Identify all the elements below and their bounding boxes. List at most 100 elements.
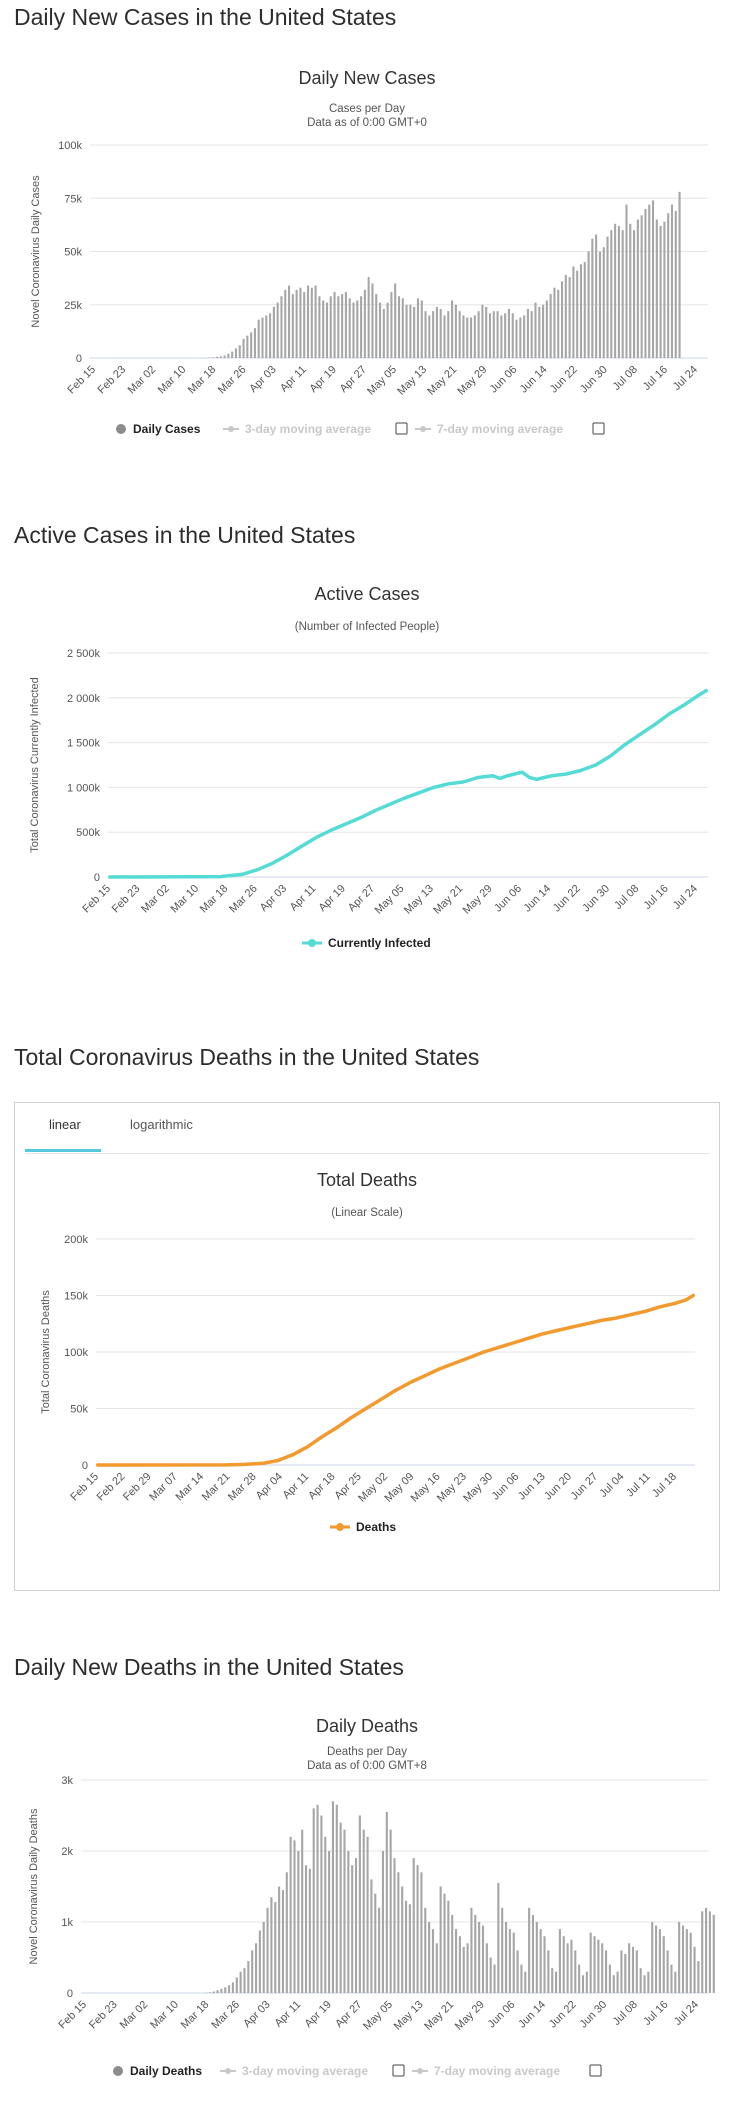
legend-marker — [116, 424, 126, 434]
x-tick-label: Jun 06 — [492, 883, 524, 915]
bar — [250, 332, 253, 358]
bar — [374, 1893, 377, 1993]
bar — [367, 277, 370, 358]
bar — [489, 1957, 492, 1993]
x-tick-label: Apr 19 — [303, 1999, 334, 2030]
bar — [354, 1858, 358, 1993]
data-point — [467, 1356, 471, 1360]
bar — [643, 1975, 646, 1993]
bar — [511, 313, 514, 358]
bar — [605, 1950, 608, 1993]
bar — [496, 311, 499, 358]
bar — [557, 289, 560, 358]
x-tick-label: May 29 — [455, 364, 489, 398]
scale-tabs: linear logarithmic — [25, 1103, 709, 1154]
bar — [223, 355, 226, 358]
y-tick-label: 75k — [64, 193, 82, 205]
x-tick-label: Apr 19 — [308, 364, 339, 395]
bar — [534, 302, 537, 358]
data-point — [299, 844, 303, 849]
legend-item: 3-day moving average — [245, 422, 371, 436]
legend-marker — [336, 1523, 344, 1531]
total-deaths-panel: linear logarithmic Total Deaths (Linear S… — [14, 1102, 720, 1591]
data-point — [638, 732, 642, 737]
bar — [356, 300, 359, 358]
bar — [477, 311, 480, 358]
bar — [524, 1971, 527, 1993]
bar — [435, 1943, 438, 1993]
x-tick-label: Jun 22 — [547, 1999, 579, 2031]
bar — [331, 1801, 335, 1993]
x-tick-label: Apr 11 — [288, 883, 319, 914]
bar — [531, 1914, 535, 1993]
bar — [633, 230, 636, 358]
bar — [293, 1840, 296, 1993]
bar — [466, 1943, 469, 1993]
x-tick-label: May 05 — [365, 364, 399, 398]
x-tick-label: May 21 — [422, 1999, 456, 2033]
x-tick-label: Apr 27 — [338, 364, 369, 395]
bar — [581, 1975, 585, 1993]
tab-logarithmic[interactable]: logarithmic — [130, 1117, 193, 1132]
bar — [481, 304, 484, 358]
x-tick-label: Feb 15 — [56, 1999, 89, 2032]
data-point — [373, 809, 377, 813]
chart-subtitle-2: Data as of 0:00 GMT+0 — [307, 117, 427, 129]
bar — [515, 319, 518, 358]
bar — [616, 1971, 619, 1993]
data-point — [402, 796, 406, 800]
x-tick-label: Apr 11 — [280, 1471, 311, 1502]
bar — [447, 1900, 450, 1993]
x-tick-label: Apr 03 — [241, 1999, 272, 2030]
legend-checkbox — [392, 2064, 405, 2077]
data-point — [243, 1462, 247, 1467]
x-tick-label: May 05 — [361, 1999, 395, 2033]
bar — [281, 1890, 285, 1993]
tab-linear[interactable]: linear — [49, 1117, 81, 1132]
daily-deaths-svg: Daily Deaths Deaths per Day Data as of 0:0… — [28, 1716, 715, 2078]
bar — [266, 1907, 269, 1993]
bar — [366, 1836, 369, 1993]
bar — [408, 1904, 411, 1993]
bar — [523, 315, 526, 358]
bar — [640, 215, 643, 358]
bar — [284, 289, 287, 358]
bar — [659, 225, 662, 358]
bar — [363, 289, 366, 358]
bar — [424, 311, 427, 358]
legend-checkbox — [395, 422, 408, 435]
daily-new-cases-chart: Daily New Cases Cases per Day Data as of 0… — [14, 48, 720, 448]
x-tick-label: Jul 08 — [612, 883, 641, 912]
bar — [288, 285, 291, 358]
bar — [351, 1865, 354, 1993]
bar — [347, 1851, 350, 1993]
bar — [239, 1971, 242, 1993]
data-point — [570, 1325, 574, 1329]
x-tick-label: Feb 15 — [65, 364, 98, 397]
x-tick-label: Mar 10 — [148, 1999, 181, 2032]
bar — [443, 1893, 446, 1993]
bar — [272, 306, 275, 358]
x-tick-label: May 21 — [431, 883, 465, 917]
legend-marker — [225, 2068, 231, 2074]
bar — [601, 1943, 604, 1993]
chart-subtitle: (Linear Scale) — [331, 1207, 403, 1219]
x-tick-label: Feb 22 — [95, 1471, 128, 1504]
bar — [344, 291, 347, 358]
bar — [443, 315, 446, 358]
y-tick-label: 0 — [94, 872, 100, 884]
bar — [620, 1950, 623, 1993]
bar — [551, 1968, 554, 1993]
y-tick-label: 2 500k — [67, 648, 101, 660]
bar — [538, 306, 541, 358]
data-point — [335, 1426, 339, 1430]
x-tick-label: Jul 24 — [671, 364, 700, 393]
bar — [574, 1950, 577, 1993]
bar — [560, 281, 564, 358]
x-tick-label: Jul 08 — [611, 1999, 640, 2028]
bar — [420, 1872, 423, 1993]
data-point — [329, 828, 333, 833]
y-tick-label: 50k — [70, 1404, 88, 1416]
data-point — [482, 1350, 486, 1354]
bar — [320, 1815, 323, 1993]
